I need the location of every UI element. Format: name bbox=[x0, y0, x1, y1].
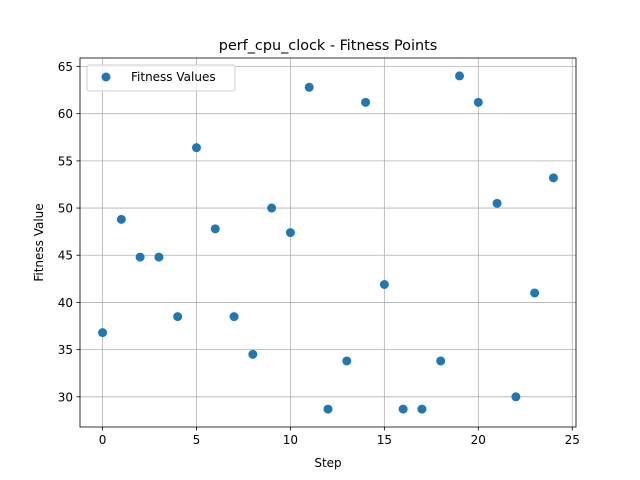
y-tick-label: 35 bbox=[58, 343, 73, 357]
y-tick-label: 65 bbox=[58, 60, 73, 74]
x-axis-label: Step bbox=[314, 456, 341, 470]
grid bbox=[80, 58, 576, 427]
data-point bbox=[530, 288, 540, 298]
legend-marker bbox=[101, 72, 111, 82]
data-point bbox=[98, 328, 108, 338]
data-point bbox=[229, 312, 239, 322]
data-point bbox=[173, 312, 183, 322]
y-tick-label: 30 bbox=[58, 390, 73, 404]
data-point bbox=[548, 173, 558, 183]
data-point bbox=[455, 71, 465, 81]
x-tick-label: 15 bbox=[377, 433, 392, 447]
y-tick-label: 45 bbox=[58, 249, 73, 263]
chart-title: perf_cpu_clock - Fitness Points bbox=[219, 38, 437, 54]
points bbox=[98, 71, 558, 414]
legend: Fitness Values bbox=[86, 64, 236, 92]
data-point bbox=[116, 214, 126, 224]
data-point bbox=[304, 82, 314, 92]
y-tick-label: 55 bbox=[58, 154, 73, 168]
data-point bbox=[342, 356, 352, 366]
y-tick-label: 40 bbox=[58, 296, 73, 310]
data-point bbox=[210, 224, 220, 234]
data-point bbox=[379, 279, 389, 289]
y-axis-label: Fitness Value bbox=[32, 203, 46, 281]
data-point bbox=[398, 404, 408, 414]
data-point bbox=[511, 392, 521, 402]
data-point bbox=[285, 228, 295, 238]
data-point bbox=[267, 203, 277, 213]
data-point bbox=[154, 252, 164, 262]
x-tick-label: 10 bbox=[283, 433, 298, 447]
x-tick-label: 20 bbox=[471, 433, 486, 447]
legend-box bbox=[86, 64, 236, 92]
data-point bbox=[248, 349, 258, 359]
data-point bbox=[473, 97, 483, 107]
legend-label: Fitness Values bbox=[131, 70, 216, 84]
y-tick-label: 50 bbox=[58, 202, 73, 216]
axes-frame bbox=[79, 57, 577, 428]
y-tick-label: 60 bbox=[58, 107, 73, 121]
data-point bbox=[417, 404, 427, 414]
data-point bbox=[492, 198, 502, 208]
x-tick-label: 5 bbox=[193, 433, 201, 447]
x-tick-label: 25 bbox=[565, 433, 580, 447]
data-point bbox=[135, 252, 145, 262]
data-point bbox=[323, 404, 333, 414]
data-point bbox=[361, 97, 371, 107]
ticks: 0 5 10 15 20 25 30 35 40 45 50 55 60 65 bbox=[58, 60, 580, 447]
data-point bbox=[436, 356, 446, 366]
x-tick-label: 0 bbox=[99, 433, 107, 447]
data-point bbox=[191, 143, 201, 153]
